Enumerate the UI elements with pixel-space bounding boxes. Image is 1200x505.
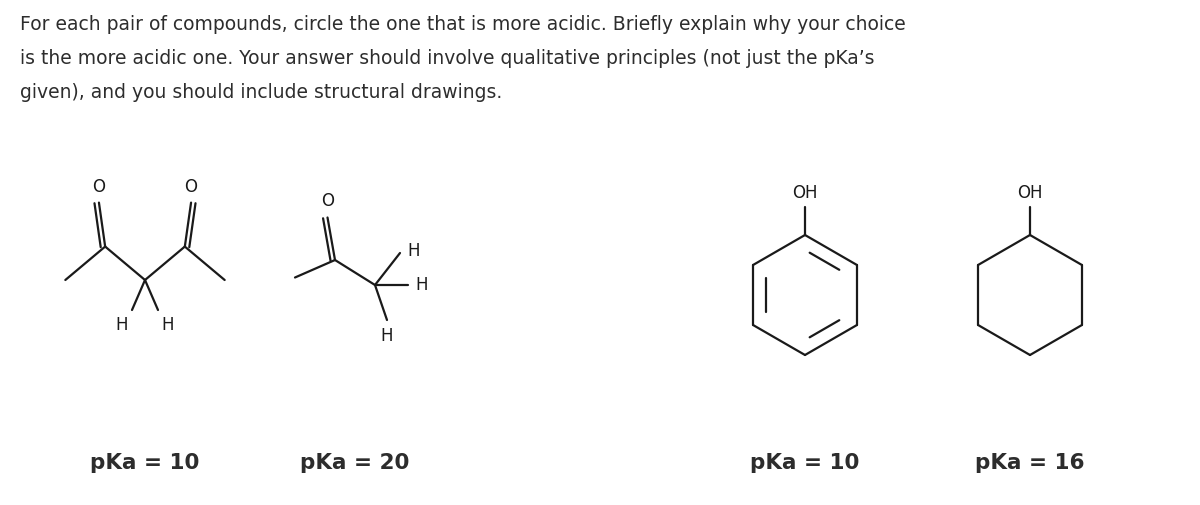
Text: O: O [92,178,106,195]
Text: H: H [407,242,420,260]
Text: pKa = 10: pKa = 10 [90,453,199,473]
Text: O: O [185,178,198,195]
Text: OH: OH [792,184,817,202]
Text: is the more acidic one. Your answer should involve qualitative principles (not j: is the more acidic one. Your answer shou… [20,49,875,68]
Text: H: H [415,276,427,294]
Text: For each pair of compounds, circle the one that is more acidic. Briefly explain : For each pair of compounds, circle the o… [20,15,906,34]
Text: pKa = 16: pKa = 16 [976,453,1085,473]
Text: H: H [115,316,128,334]
Text: pKa = 20: pKa = 20 [300,453,409,473]
Text: H: H [162,316,174,334]
Text: OH: OH [1018,184,1043,202]
Text: O: O [322,192,334,211]
Text: given), and you should include structural drawings.: given), and you should include structura… [20,83,503,102]
Text: pKa = 10: pKa = 10 [750,453,859,473]
Text: H: H [380,327,394,345]
